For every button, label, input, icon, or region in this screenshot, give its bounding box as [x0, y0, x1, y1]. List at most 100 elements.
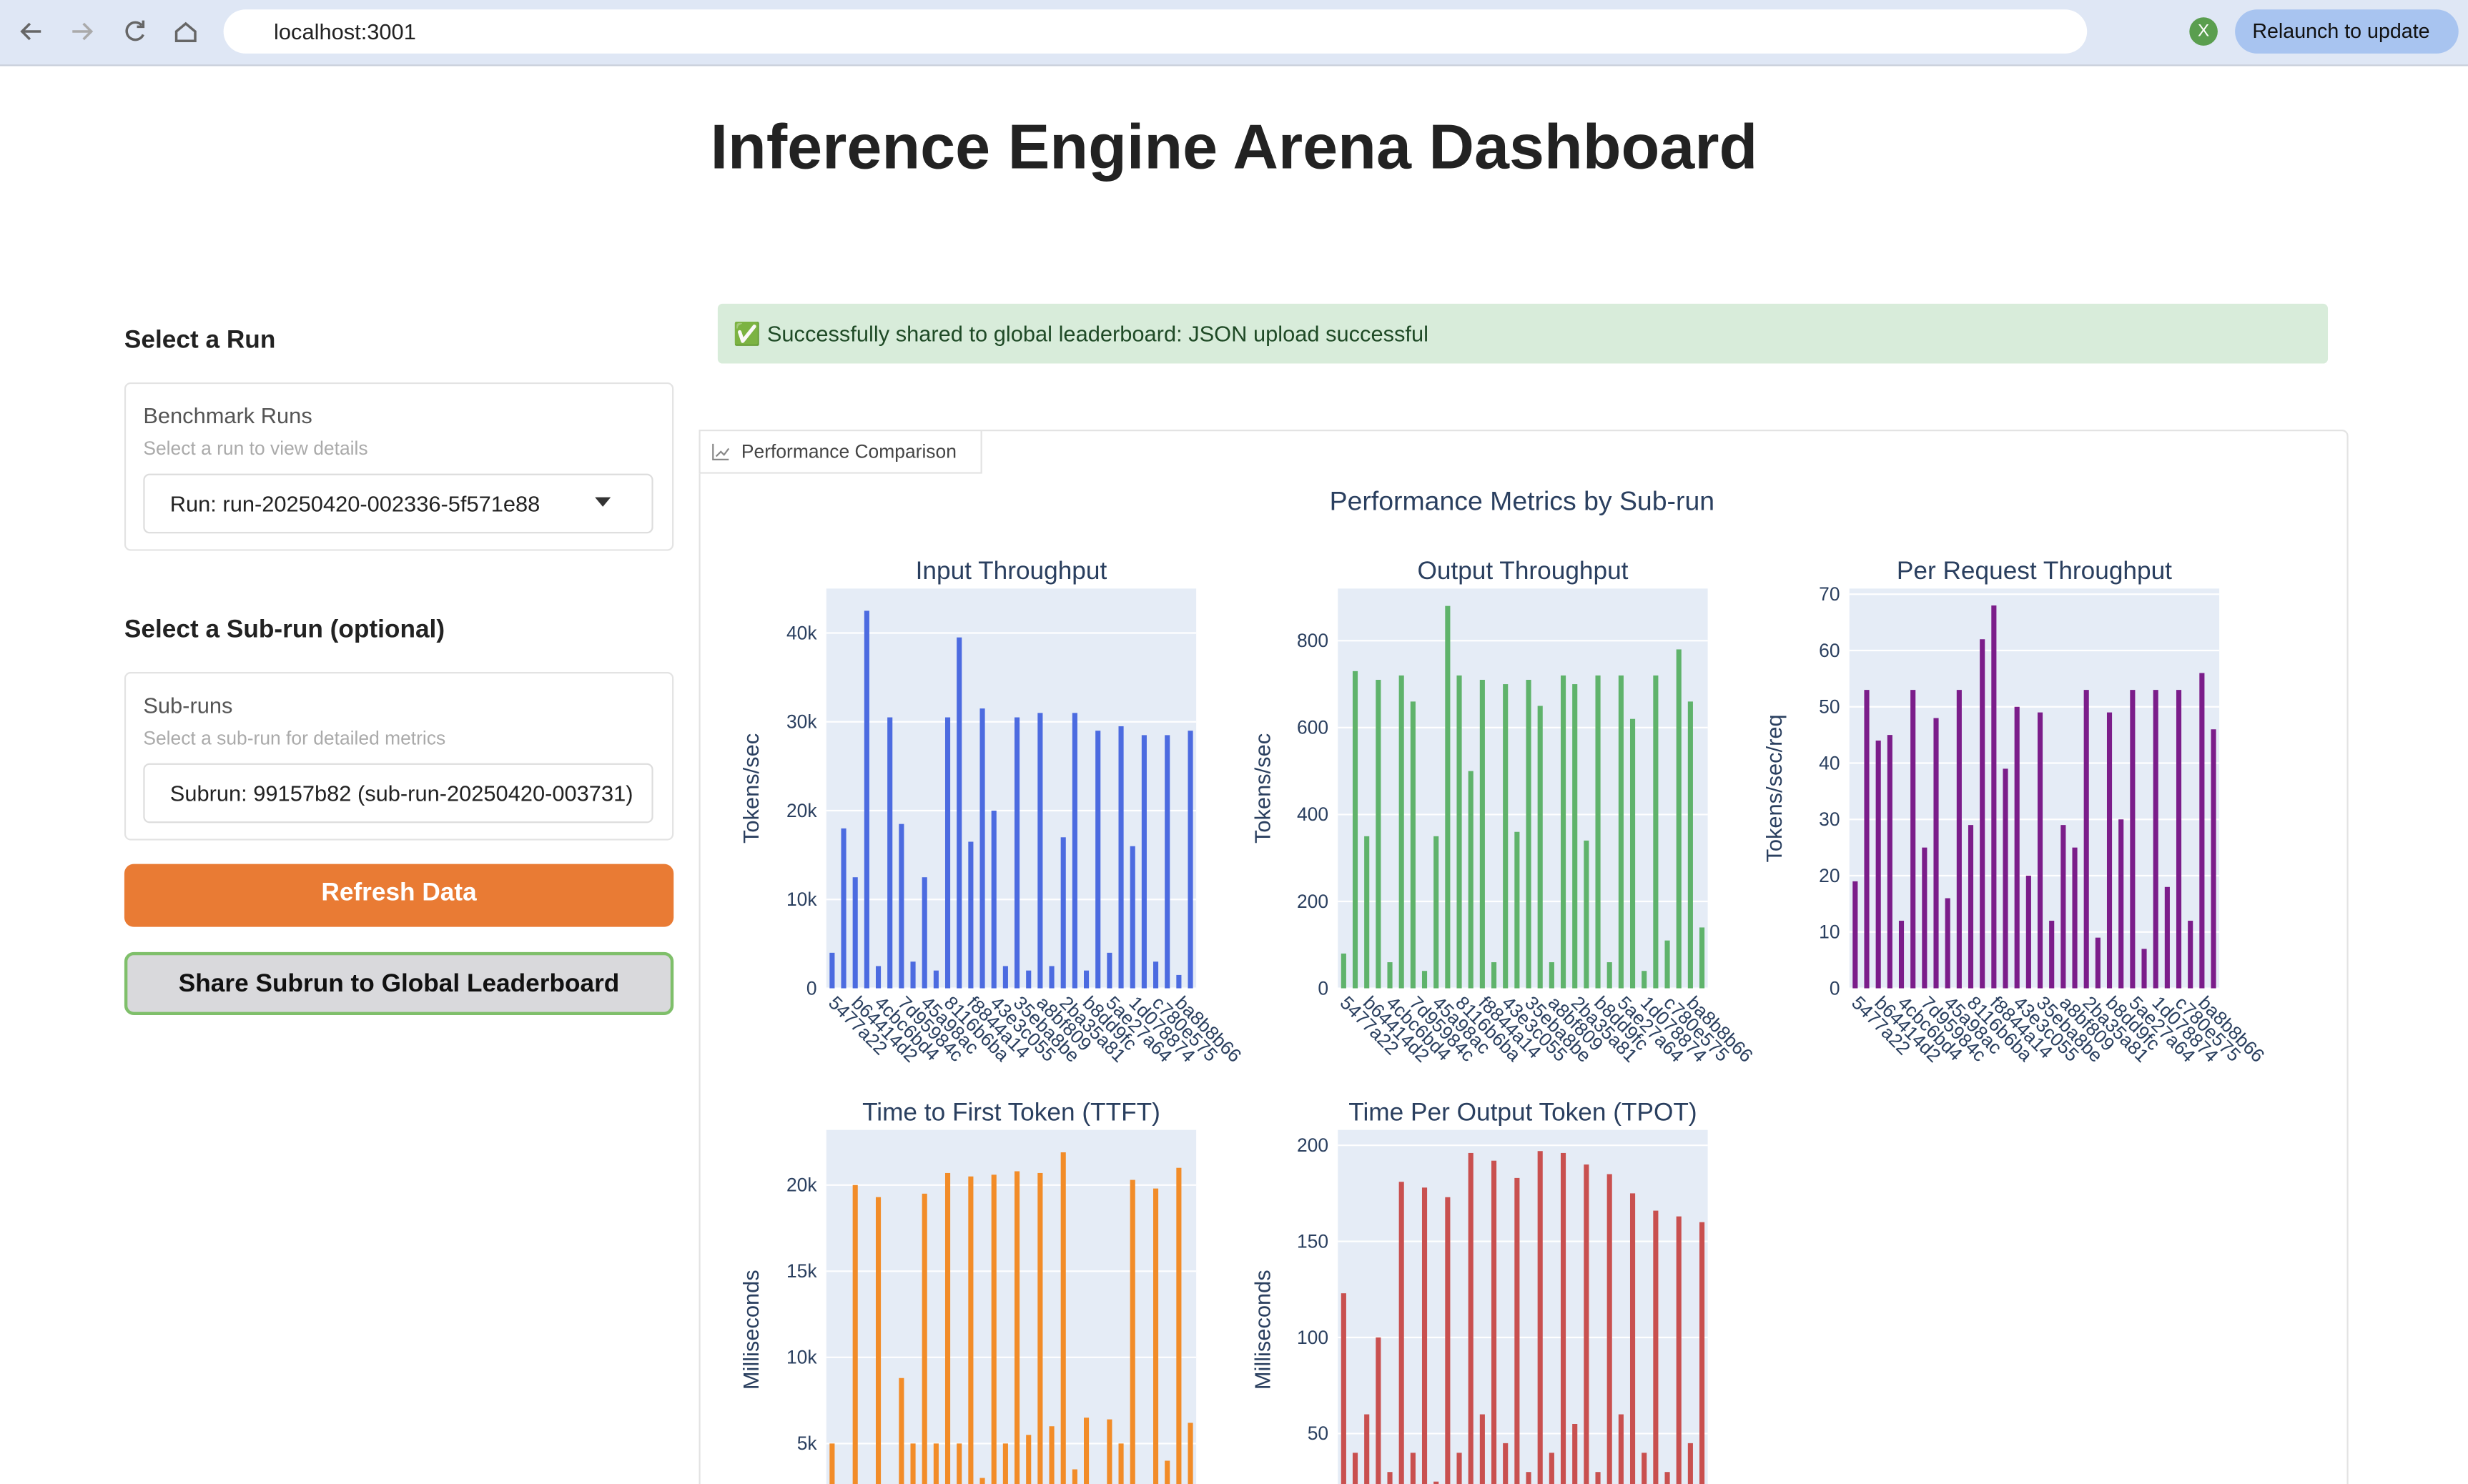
bar	[1491, 1160, 1497, 1484]
browser-toolbar: localhost:3001 X Relaunch to update	[0, 0, 2468, 66]
bar	[1176, 1167, 1182, 1484]
y-tick-label: 0	[1830, 977, 1840, 999]
bar	[1118, 1443, 1124, 1484]
bar	[1642, 1453, 1647, 1484]
bar	[852, 1184, 858, 1484]
bar	[899, 1377, 904, 1484]
y-axis-label: Milliseconds	[739, 1270, 764, 1390]
section-title: Select a Sub-run (optional)	[124, 616, 445, 644]
bar	[1584, 1164, 1589, 1484]
bar	[2060, 825, 2066, 989]
bar	[991, 1174, 997, 1484]
bar	[979, 708, 985, 989]
chart-title: Input Throughput	[916, 557, 1107, 585]
bar	[1341, 953, 1346, 989]
bar	[1526, 680, 1531, 989]
y-tick-label: 30k	[786, 711, 817, 733]
bar	[2130, 690, 2136, 989]
bar	[1445, 605, 1451, 989]
bar	[1410, 701, 1416, 989]
share-button[interactable]: Share Subrun to Global Leaderboard	[124, 951, 674, 1015]
bar	[1560, 1152, 1566, 1484]
bar	[2003, 768, 2008, 989]
bar	[1107, 1419, 1112, 1484]
y-tick-label: 10	[1819, 921, 1840, 943]
bar	[841, 828, 846, 989]
bar	[1526, 1472, 1531, 1484]
bar	[899, 823, 904, 989]
bar	[1002, 966, 1008, 989]
bar	[1479, 680, 1485, 989]
bar	[1687, 701, 1693, 989]
bar	[1991, 605, 1997, 989]
bar	[1503, 1443, 1509, 1484]
chart-panel	[699, 430, 2349, 1484]
bar	[1398, 1182, 1404, 1484]
bar	[933, 1443, 939, 1484]
bar	[2072, 847, 2078, 989]
y-tick-label: 70	[1819, 583, 1840, 605]
bar	[864, 610, 869, 989]
bar	[1549, 1453, 1554, 1484]
profile-avatar[interactable]: X	[2189, 17, 2218, 46]
bar	[1376, 1337, 1381, 1484]
tab[interactable]: Performance Comparison	[699, 430, 982, 474]
field-hint: Select a run to view details	[143, 437, 368, 460]
bar	[1549, 962, 1554, 989]
bar	[1152, 961, 1159, 989]
bar	[910, 961, 916, 989]
bar	[2049, 921, 2055, 989]
bar	[1364, 1414, 1370, 1484]
y-tick-label: 800	[1297, 630, 1328, 651]
tab-icon	[712, 443, 730, 460]
bar	[1514, 831, 1520, 989]
y-tick-label: 20	[1819, 865, 1840, 886]
y-tick-label: 40	[1819, 752, 1840, 773]
y-tick-label: 200	[1297, 1134, 1328, 1156]
refresh-button[interactable]: Refresh Data	[124, 864, 674, 927]
y-tick-label: 5k	[797, 1433, 818, 1454]
bar	[1479, 1414, 1485, 1484]
bar	[852, 877, 858, 989]
bar	[1629, 718, 1636, 989]
bar	[1421, 1187, 1428, 1484]
field-label: Benchmark Runs	[143, 402, 312, 428]
bar	[1595, 1472, 1601, 1484]
section-title: Select a Run	[124, 327, 276, 355]
bar	[1898, 921, 1905, 989]
field-hint: Select a sub-run for detailed metrics	[143, 727, 446, 749]
relaunch-button[interactable]: Relaunch to update	[2235, 9, 2459, 54]
bar	[1352, 671, 1358, 989]
bar	[1352, 1453, 1358, 1484]
bar	[1864, 690, 1870, 989]
address-bar[interactable]: localhost:3001	[223, 9, 2088, 54]
bar	[1037, 1172, 1043, 1484]
bar	[1188, 731, 1193, 989]
plot-area	[1338, 1129, 1708, 1484]
bar	[1421, 971, 1428, 989]
nav-icons	[20, 20, 197, 43]
bar	[910, 1443, 916, 1484]
subrun-dropdown[interactable]: Subrun: 99157b82 (sub-run-20250420-00373…	[143, 763, 653, 823]
bar	[922, 877, 927, 989]
bar	[922, 1193, 927, 1484]
bar	[1002, 1443, 1008, 1484]
y-tick-label: 150	[1297, 1230, 1328, 1252]
bar	[1433, 836, 1439, 989]
run-dropdown[interactable]: Run: run-20250420-002336-5f571e88	[143, 473, 653, 534]
y-tick-label: 20k	[786, 1174, 817, 1196]
bar	[1083, 970, 1090, 989]
bar	[2164, 886, 2170, 989]
bar	[1468, 1152, 1474, 1484]
bar	[1083, 1418, 1090, 1484]
bar	[1560, 675, 1566, 989]
bar	[1653, 1210, 1659, 1484]
bar	[1433, 1481, 1439, 1484]
plot-area	[826, 588, 1197, 989]
bar	[1014, 717, 1020, 989]
bar	[1537, 706, 1543, 989]
y-tick-label: 50	[1819, 696, 1840, 718]
